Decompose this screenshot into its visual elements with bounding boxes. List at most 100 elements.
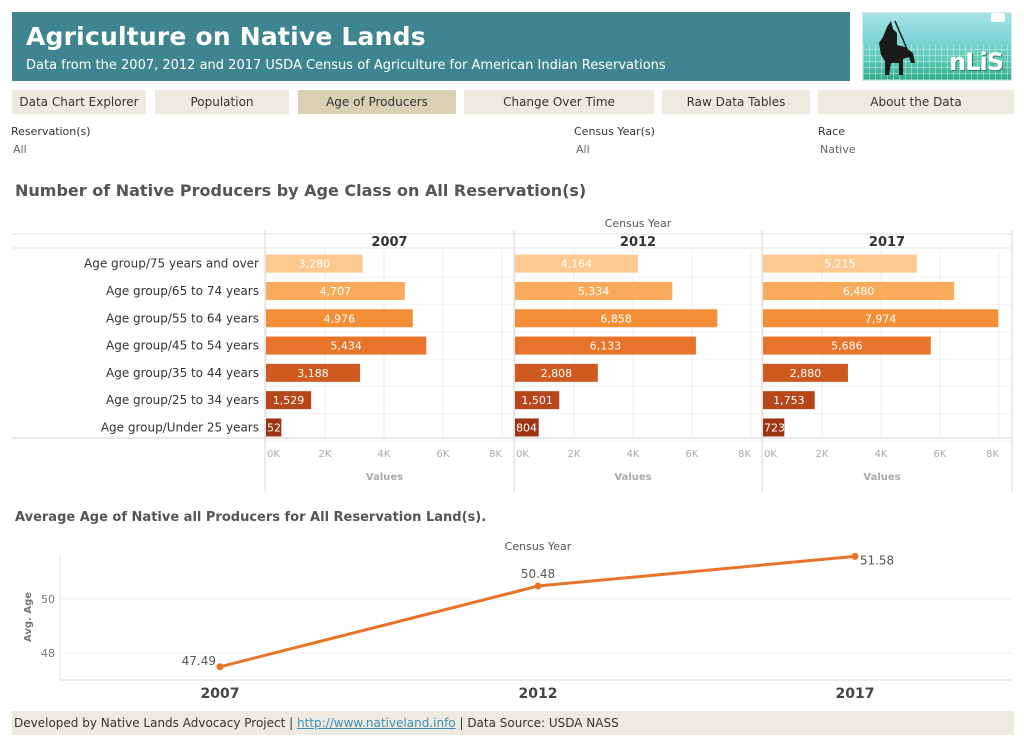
avg-age-label: 51.58: [860, 553, 894, 567]
x-tick-label: 4K: [378, 449, 391, 460]
avg-age-label: 47.49: [182, 654, 216, 668]
x-axis-label: Values: [863, 472, 900, 483]
y-tick-label: 48: [41, 647, 55, 660]
bar-2017-25-34: [763, 391, 815, 410]
bar-label: 5,434: [330, 340, 362, 353]
tab-change-over-time[interactable]: Change Over Time: [464, 90, 654, 114]
x-tick-label: 8K: [489, 449, 502, 460]
tab-age-of-producers[interactable]: Age of Producers: [298, 90, 456, 114]
bar-2012-75+: [515, 254, 638, 273]
bar-label: 7,974: [865, 312, 897, 325]
bar-label: 2,808: [541, 367, 573, 380]
tab-about-the-data[interactable]: About the Data: [818, 90, 1014, 114]
line-x-tick-label: 2017: [836, 686, 875, 702]
category-label: Age group/45 to 54 years: [106, 339, 259, 353]
x-tick-label: 4K: [875, 449, 888, 460]
bar-2007-25-34: [266, 391, 312, 410]
bar-2012-35-44: [515, 363, 598, 382]
bar-label: 5,686: [831, 340, 863, 353]
bar-2017-45-54: [763, 336, 931, 355]
category-label: Age group/35 to 44 years: [106, 366, 259, 380]
avg-age-point-2007: [216, 663, 224, 671]
bar-2007-under25: [266, 418, 282, 437]
bar-2012-65-74: [515, 281, 673, 300]
line-x-axis-title: Census Year: [505, 540, 572, 553]
bar-label: 3,280: [299, 258, 331, 271]
logo-brand-text: nLiS: [949, 48, 1004, 76]
panel-header-2012: 2012: [620, 235, 656, 250]
panel-header-2007: 2007: [371, 235, 407, 250]
category-label: Age group/55 to 64 years: [106, 311, 259, 325]
filter-census-year-label: Census Year(s): [574, 125, 655, 138]
bar-label: 1,529: [273, 394, 305, 407]
bar-2012-under25: [515, 418, 539, 437]
bar-2017-75+: [763, 254, 917, 273]
footer-prefix: Developed by Native Lands Advocacy Proje…: [14, 716, 297, 730]
avg-age-point-2017: [851, 552, 859, 560]
x-tick-label: 2K: [816, 449, 829, 460]
category-label: Age group/Under 25 years: [101, 420, 259, 434]
bar-2007-55-64: [266, 309, 413, 328]
bar-label: 4,976: [324, 312, 356, 325]
bar-chart-title: Number of Native Producers by Age Class …: [15, 181, 587, 200]
x-tick-label: 6K: [686, 449, 699, 460]
bar-2017-under25: [763, 418, 785, 437]
y-tick-label: 50: [41, 593, 55, 606]
bar-label: 52: [267, 421, 281, 434]
line-chart-title: Average Age of Native all Producers for …: [15, 510, 487, 525]
bar-2012-55-64: [515, 309, 718, 328]
x-tick-label: 6K: [437, 449, 450, 460]
bar-2007-75+: [266, 254, 363, 273]
filter-reservation-value[interactable]: All: [13, 143, 27, 156]
bar-2007-45-54: [266, 336, 427, 355]
footer-link[interactable]: http://www.nativeland.info: [297, 716, 456, 730]
x-tick-label: 2K: [568, 449, 581, 460]
x-tick-label: 2K: [319, 449, 332, 460]
bar-2017-55-64: [763, 309, 999, 328]
producers-by-age-bar-chart: Census Year Age group/75 years and over Ag…: [12, 217, 1013, 492]
bar-label: 1,753: [773, 394, 805, 407]
average-age-line-chart: Census Year Avg. Age 48 50 47.49 2007 50.48 201…: [23, 540, 1012, 702]
category-label: Age group/75 years and over: [84, 257, 259, 271]
category-label: Age group/65 to 74 years: [106, 284, 259, 298]
x-axis-label: Values: [366, 472, 403, 483]
filter-race-value[interactable]: Native: [820, 143, 856, 156]
bar-2017-65-74: [763, 281, 955, 300]
tab-raw-data-tables[interactable]: Raw Data Tables: [662, 90, 810, 114]
bar-label: 4,707: [320, 285, 352, 298]
facet-label: Census Year: [605, 217, 672, 230]
tab-population[interactable]: Population: [155, 90, 289, 114]
x-tick-label: 0K: [267, 449, 280, 460]
horse-rider-icon: [879, 20, 915, 75]
x-tick-label: 6K: [934, 449, 947, 460]
x-tick-label: 8K: [986, 449, 999, 460]
bar-2012-25-34: [515, 391, 560, 410]
filter-race-label: Race: [818, 125, 845, 138]
bar-label: 6,858: [600, 312, 632, 325]
bar-label: 6,480: [843, 285, 875, 298]
line-x-tick-label: 2012: [519, 686, 558, 702]
bar-label: 4,164: [561, 258, 593, 271]
bar-2007-65-74: [266, 281, 405, 300]
avg-age-point-2012: [534, 582, 542, 590]
bar-label: 1,501: [521, 394, 553, 407]
tab-data-chart-explorer[interactable]: Data Chart Explorer: [12, 90, 146, 114]
bar-2017-35-44: [763, 363, 848, 382]
bar-label: 5,215: [824, 258, 856, 271]
panel-header-2017: 2017: [869, 235, 905, 250]
avg-age-label: 50.48: [521, 567, 555, 581]
page-title: Agriculture on Native Lands: [26, 22, 426, 51]
footer-suffix: | Data Source: USDA NASS: [455, 716, 619, 730]
comment-icon[interactable]: [991, 13, 1005, 22]
footer: Developed by Native Lands Advocacy Proje…: [12, 711, 1014, 735]
x-axis-label: Values: [614, 472, 651, 483]
bar-label: 3,188: [297, 367, 329, 380]
bar-label: 6,133: [590, 340, 622, 353]
bar-label: 2,880: [790, 367, 822, 380]
line-x-tick-label: 2007: [201, 686, 240, 702]
bar-label: 804: [516, 421, 537, 434]
filter-census-year-value[interactable]: All: [576, 143, 590, 156]
line-y-axis-title: Avg. Age: [23, 592, 34, 642]
header-banner: Agriculture on Native Lands Data from th…: [12, 12, 850, 81]
nlis-logo[interactable]: nLiS: [862, 12, 1012, 81]
